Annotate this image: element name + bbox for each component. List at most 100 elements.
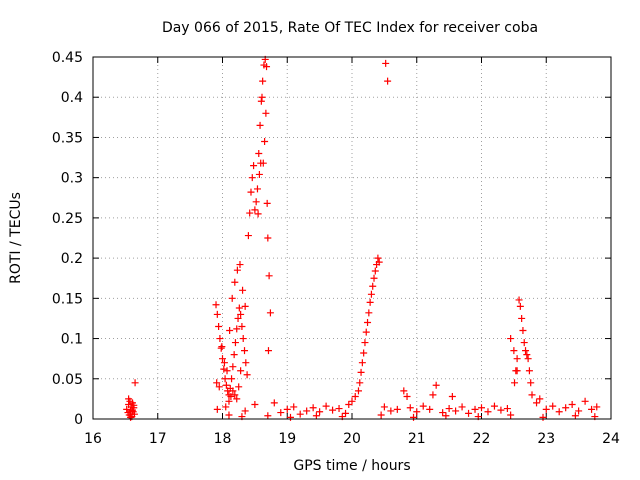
data-point-arc-18h [215,322,223,330]
data-point-spike-18.6h [263,63,271,71]
data-point-early-pass [127,413,135,421]
data-point-spike-18.6h [252,198,260,206]
data-point-arc-18h [239,335,247,343]
y-tick-label: 0.05 [52,372,83,388]
data-point-baseline [290,403,298,411]
data-point-arc-20h [345,401,353,409]
y-axis-label: ROTI / TECUs [8,192,24,284]
data-point-spike-18.6h [248,174,256,182]
data-point-arc-18h [218,343,226,351]
data-point-arc-20h [370,274,378,282]
data-point-arc-20h [357,368,365,376]
plot-frame [92,56,612,420]
y-tick-label: 0 [74,412,83,428]
data-point-arc-22.6h [520,339,528,347]
data-point-baseline [251,401,259,409]
data-point-arc-18h [233,325,241,333]
data-point-arc-22.6h [511,379,519,387]
data-point-baseline [581,397,589,405]
data-point-baseline [539,413,547,421]
data-point-arc-22.6h [507,335,515,343]
data-point-arc-18h [227,392,235,400]
data-point-arc-18h [221,375,229,383]
data-point-baseline [309,404,317,412]
y-tick-label: 0.2 [61,251,83,267]
data-point-baseline [286,413,294,421]
data-point-arc-22.6h [528,391,536,399]
data-point-arc-20h [384,77,392,85]
data-point-arc-22.6h [516,302,524,310]
data-point-arc-18h [229,387,237,395]
data-point-arc-18h [235,304,243,312]
data-point-arc-18h [213,310,221,318]
data-point-spike-18.6h [257,97,265,105]
data-point-arc-20h [375,258,383,266]
data-point-arc-18h [238,322,246,330]
data-point-arc-20h [362,328,370,336]
data-point-spike-18.6h [253,185,261,193]
y-tick-label: 0.1 [61,332,83,348]
data-point-baseline [296,410,304,418]
data-point-arc-20h [365,309,373,317]
data-point-spike-18.6h [264,347,272,355]
data-point-baseline [536,395,544,403]
data-point-baseline [406,404,414,412]
data-point-arc-22.6h [513,355,521,363]
data-point-arc-22.6h [527,379,535,387]
data-point-spike-18.6h [250,162,258,170]
data-point-arc-22.6h [518,314,526,322]
data-point-arc-18h [226,327,234,335]
data-point-baseline [533,399,541,407]
x-axis-label: GPS time / hours [293,458,410,474]
data-point-baseline [575,407,583,415]
data-point-baseline [322,402,330,410]
data-point-baseline [312,412,320,420]
data-point-spike-18.6h [257,159,265,167]
data-point-spike-18.6h [246,209,254,217]
data-point-arc-20h [361,339,369,347]
chart-title: Day 066 of 2015, Rate Of TEC Index for r… [162,20,538,36]
data-point-arc-22.6h [519,327,527,335]
data-point-spike-18.6h [254,210,262,218]
data-point-arc-18h [243,371,251,379]
data-point-arc-18h [237,310,245,318]
data-point-arc-18h [215,383,223,391]
data-point-baseline [316,408,324,416]
data-point-arc-18h [241,347,249,355]
data-point-arc-20h [364,318,372,326]
data-point-arc-18h [230,351,238,359]
data-point-baseline [442,412,450,420]
data-point-spike-18.6h [251,206,259,214]
data-point-baseline [335,405,343,413]
data-point-arc-18h [219,355,226,363]
data-point-early-pass [128,406,136,414]
data-point-baseline [380,403,388,411]
data-point-spike-18.6h [259,77,267,85]
data-point-arc-20h [369,282,377,290]
data-point-spike-18.6h [263,199,271,207]
data-point-baseline [503,405,511,413]
data-point-baseline [593,403,601,411]
data-point-spike-18.6h [258,93,266,101]
data-point-baseline [478,404,485,412]
data-point-baseline [542,405,550,413]
data-point-baseline [213,405,221,413]
data-point-spike-18.6h [264,234,272,242]
data-point-baseline [403,392,411,400]
data-point-arc-18h [236,261,244,269]
data-point-arc-22.6h [523,351,531,359]
data-point-arc-18h [235,383,243,391]
data-point-arc-18h [234,314,242,322]
data-point-spike-18.6h [255,150,263,158]
data-points [123,55,601,421]
x-tick-label: 23 [537,431,555,447]
data-point-early-pass [123,405,131,413]
data-point-early-pass [125,395,133,403]
data-point-arc-20h [358,359,366,367]
data-point-baseline [571,412,579,420]
data-point-arc-20h [371,267,379,275]
data-point-baseline [507,411,515,419]
grid-lines [93,57,611,419]
data-point-arc-18h [241,302,249,310]
